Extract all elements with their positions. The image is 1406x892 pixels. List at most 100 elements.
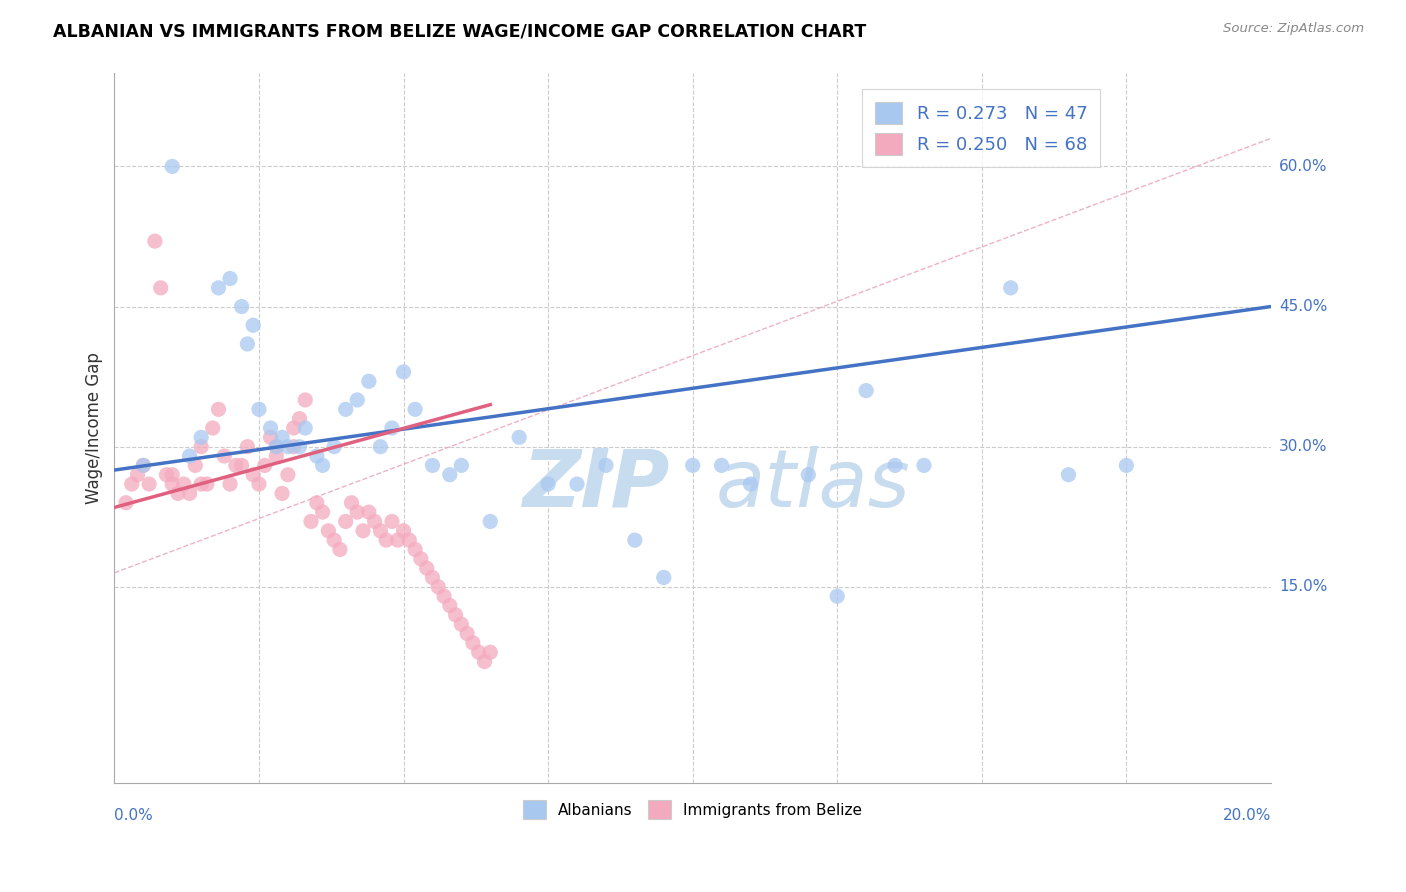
Point	[508, 430, 530, 444]
Point	[138, 477, 160, 491]
Point	[162, 160, 184, 174]
Point	[288, 440, 311, 454]
Point	[439, 467, 461, 482]
Point	[305, 496, 328, 510]
Point	[207, 281, 229, 295]
Point	[335, 402, 357, 417]
Point	[652, 570, 675, 584]
Point	[409, 551, 432, 566]
Point	[346, 392, 368, 407]
Point	[132, 458, 155, 473]
Point	[335, 515, 357, 529]
Point	[318, 524, 340, 538]
Point	[266, 449, 288, 463]
Point	[190, 440, 212, 454]
Point	[236, 440, 259, 454]
Point	[132, 458, 155, 473]
Point	[1115, 458, 1137, 473]
Point	[825, 589, 848, 603]
Point	[219, 271, 242, 285]
Text: 0.0%: 0.0%	[114, 808, 153, 823]
Point	[565, 477, 588, 491]
Point	[450, 617, 472, 632]
Point	[387, 533, 409, 548]
Point	[884, 458, 907, 473]
Point	[381, 515, 404, 529]
Point	[266, 440, 288, 454]
Point	[370, 440, 392, 454]
Point	[242, 318, 264, 333]
Text: 20.0%: 20.0%	[1223, 808, 1271, 823]
Point	[404, 402, 426, 417]
Point	[184, 458, 207, 473]
Point	[149, 281, 172, 295]
Point	[439, 599, 461, 613]
Point	[375, 533, 398, 548]
Text: 15.0%: 15.0%	[1279, 579, 1327, 594]
Point	[277, 440, 299, 454]
Point	[444, 607, 467, 622]
Point	[323, 533, 346, 548]
Point	[404, 542, 426, 557]
Point	[207, 402, 229, 417]
Text: 45.0%: 45.0%	[1279, 299, 1327, 314]
Point	[323, 440, 346, 454]
Text: atlas: atlas	[716, 446, 911, 524]
Point	[415, 561, 437, 575]
Point	[179, 449, 201, 463]
Point	[253, 458, 276, 473]
Point	[467, 645, 489, 659]
Point	[855, 384, 877, 398]
Point	[231, 300, 253, 314]
Point	[143, 234, 166, 248]
Text: 30.0%: 30.0%	[1279, 439, 1327, 454]
Point	[392, 524, 415, 538]
Point	[740, 477, 762, 491]
Point	[912, 458, 935, 473]
Point	[294, 421, 316, 435]
Point	[1000, 281, 1022, 295]
Point	[381, 421, 404, 435]
Point	[479, 645, 502, 659]
Point	[346, 505, 368, 519]
Point	[450, 458, 472, 473]
Point	[283, 440, 305, 454]
Point	[247, 477, 270, 491]
Point	[624, 533, 647, 548]
Point	[225, 458, 247, 473]
Point	[155, 467, 177, 482]
Point	[305, 449, 328, 463]
Point	[357, 374, 380, 388]
Point	[259, 421, 281, 435]
Point	[340, 496, 363, 510]
Point	[214, 449, 236, 463]
Text: Source: ZipAtlas.com: Source: ZipAtlas.com	[1223, 22, 1364, 36]
Point	[271, 430, 294, 444]
Text: ALBANIAN VS IMMIGRANTS FROM BELIZE WAGE/INCOME GAP CORRELATION CHART: ALBANIAN VS IMMIGRANTS FROM BELIZE WAGE/…	[53, 22, 866, 40]
Point	[266, 440, 288, 454]
Point	[329, 542, 352, 557]
Point	[127, 467, 149, 482]
Point	[190, 477, 212, 491]
Point	[294, 392, 316, 407]
Point	[537, 477, 560, 491]
Point	[357, 505, 380, 519]
Point	[595, 458, 617, 473]
Point	[474, 655, 496, 669]
Point	[398, 533, 420, 548]
Point	[247, 402, 270, 417]
Point	[311, 458, 333, 473]
Point	[242, 467, 264, 482]
Point	[710, 458, 733, 473]
Point	[173, 477, 195, 491]
Legend: Albanians, Immigrants from Belize: Albanians, Immigrants from Belize	[517, 794, 869, 825]
Point	[433, 589, 456, 603]
Point	[370, 524, 392, 538]
Point	[271, 486, 294, 500]
Point	[236, 337, 259, 351]
Point	[682, 458, 704, 473]
Point	[299, 515, 322, 529]
Text: ZIP: ZIP	[522, 446, 669, 524]
Point	[162, 477, 184, 491]
Point	[121, 477, 143, 491]
